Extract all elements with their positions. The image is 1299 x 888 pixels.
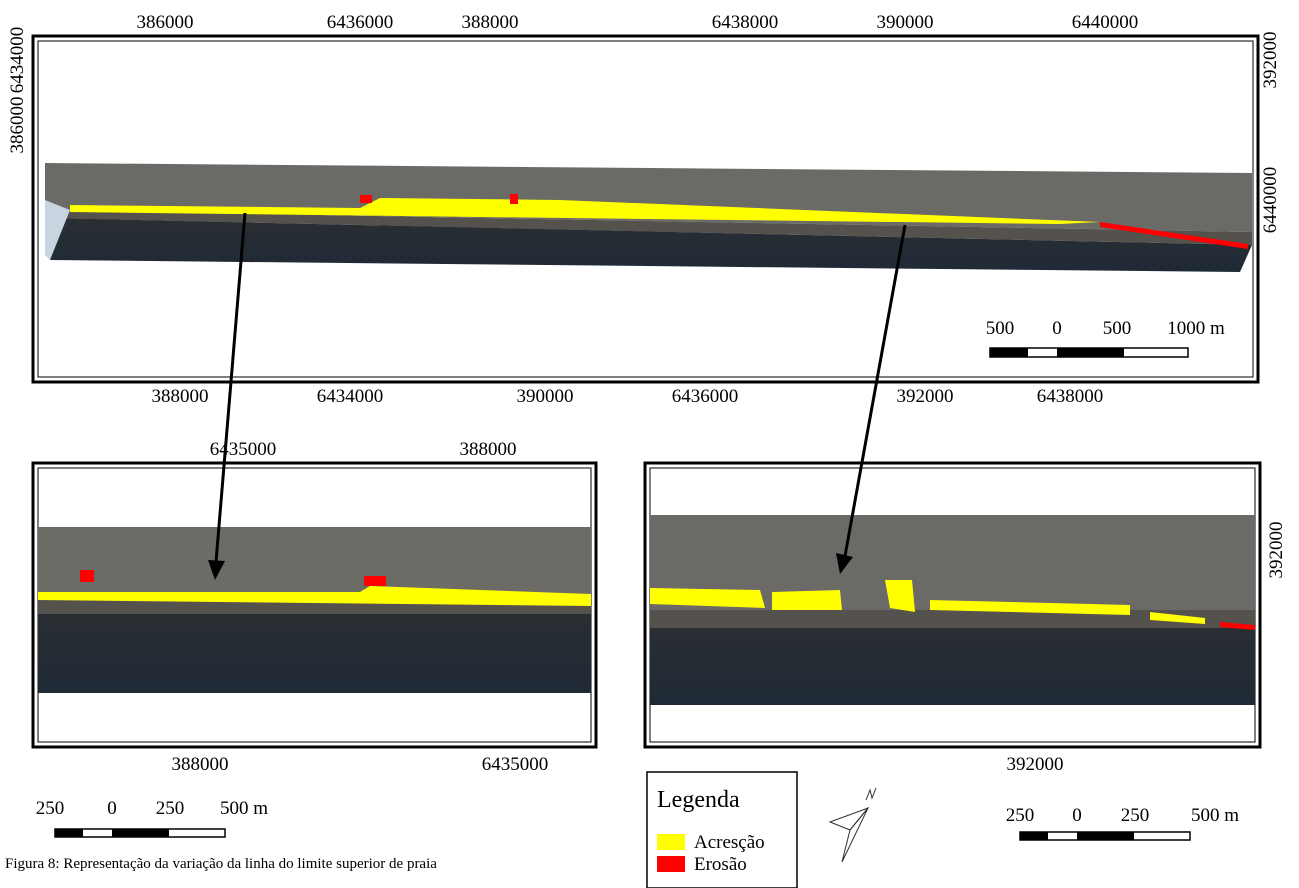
scale-label: 500 m <box>220 798 268 819</box>
coordinate-label: 6434000 <box>7 27 28 94</box>
scale-label: 500 m <box>1191 805 1239 826</box>
scale-bar <box>1020 832 1190 840</box>
sea <box>650 628 1255 705</box>
map-detail-west: 6435000 388000 388000 6435000 250 0 250 … <box>33 439 596 837</box>
scale-label: 0 <box>1052 318 1062 339</box>
legend-swatch <box>657 856 685 872</box>
coordinate-label: 6436000 <box>672 386 739 407</box>
erosion-area <box>80 570 94 582</box>
coordinate-label: 6438000 <box>1037 386 1104 407</box>
scale-label: 250 <box>1121 805 1150 826</box>
scale-label: 0 <box>107 798 117 819</box>
north-arrow <box>830 788 876 862</box>
legend: Legenda Acresção Erosão <box>647 772 797 888</box>
coordinate-label: 6435000 <box>210 439 277 460</box>
erosion-area <box>364 576 386 586</box>
erosion-area <box>510 194 518 204</box>
legend-label: Acresção <box>694 832 765 853</box>
sea <box>38 614 591 693</box>
land <box>38 527 591 594</box>
erosion-area <box>360 195 372 203</box>
coordinate-label: 392000 <box>1266 522 1287 579</box>
accretion-area <box>772 590 842 610</box>
coordinate-label: 6435000 <box>482 754 549 775</box>
scale-label: 0 <box>1072 805 1082 826</box>
coordinate-label: 390000 <box>877 12 934 33</box>
coordinate-label: 6434000 <box>317 386 384 407</box>
coordinate-label: 386000 <box>7 97 28 154</box>
scale-bar <box>990 348 1188 357</box>
legend-title: Legenda <box>657 787 740 813</box>
coordinate-label: 392000 <box>897 386 954 407</box>
coordinate-label: 388000 <box>460 439 517 460</box>
scale-label: 500 <box>986 318 1015 339</box>
coordinate-label: 6440000 <box>1260 167 1281 234</box>
scale-label: 1000 m <box>1167 318 1225 339</box>
coordinate-label: 388000 <box>172 754 229 775</box>
legend-swatch <box>657 834 685 850</box>
coordinate-label: 392000 <box>1007 754 1064 775</box>
scale-label: 250 <box>156 798 185 819</box>
coordinate-label: 388000 <box>462 12 519 33</box>
scale-label: 250 <box>1006 805 1035 826</box>
coordinate-label: 6438000 <box>712 12 779 33</box>
scale-label: 250 <box>36 798 65 819</box>
caption: Figura 8: Representação da variação da l… <box>5 856 437 872</box>
legend-label: Erosão <box>694 854 747 875</box>
coordinate-label: 386000 <box>137 12 194 33</box>
map-main: 386000 6436000 388000 6438000 390000 644… <box>7 12 1281 407</box>
coordinate-label: 388000 <box>152 386 209 407</box>
coordinate-label: 390000 <box>517 386 574 407</box>
scale-label: 500 <box>1103 318 1132 339</box>
coordinate-label: 6440000 <box>1072 12 1139 33</box>
coordinate-label: 392000 <box>1260 32 1281 89</box>
coordinate-label: 6436000 <box>327 12 394 33</box>
figure: 386000 6436000 388000 6438000 390000 644… <box>0 0 1299 888</box>
scale-bar <box>55 829 225 837</box>
